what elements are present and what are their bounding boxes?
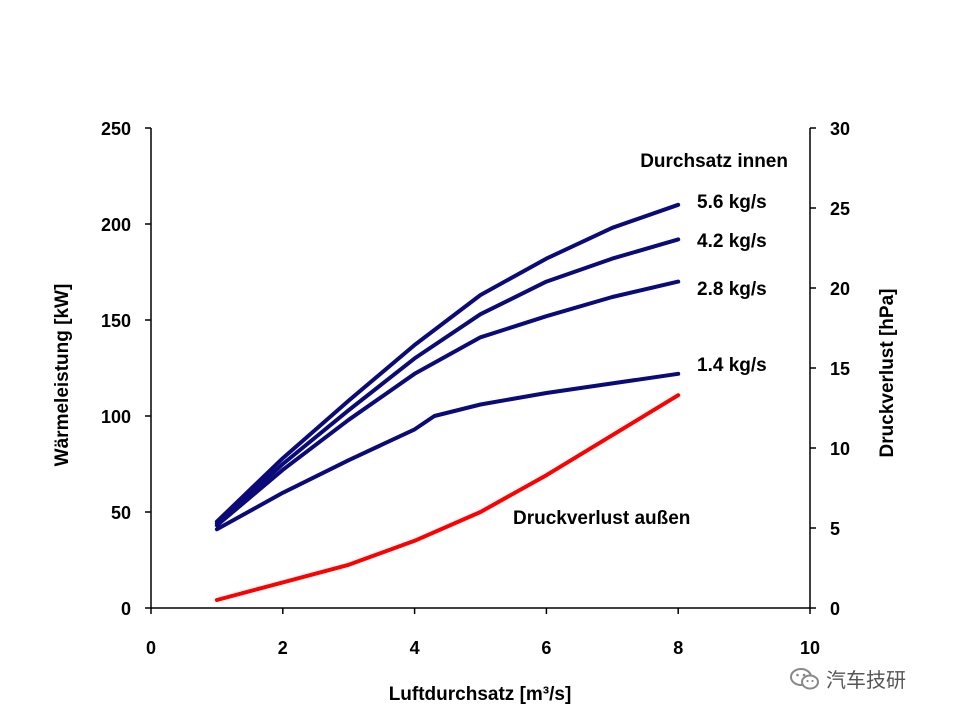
series-label-druckverlust: Druckverlust außen [513,508,690,529]
y-right-tick-label: 0 [830,599,840,619]
series-line-1 [214,237,681,526]
series-line-4 [214,393,681,602]
series-label-1-4: 1.4 kg/s [697,355,767,376]
watermark-text: 汽车技研 [826,668,906,692]
y-left-tick-label: 150 [101,311,131,331]
x-tick-label: 0 [146,638,156,658]
y-left-tick-label: 200 [101,215,131,235]
x-ticks: 0 2 4 6 8 10 [146,608,820,658]
y-left-tick-label: 50 [111,503,131,523]
y-right-ticks: 0 5 10 15 20 25 30 [810,119,850,619]
y-right-tick-label: 5 [830,519,840,539]
series-label-2-8: 2.8 kg/s [697,279,767,300]
y-right-tick-label: 10 [830,439,850,459]
series-label-5-6: 5.6 kg/s [697,192,767,213]
y-left-tick-label: 0 [121,599,131,619]
y-left-ticks: 0 50 100 150 200 250 [101,119,151,619]
x-tick-label: 6 [541,638,551,658]
series-line-2 [214,279,681,528]
x-tick-label: 8 [673,638,683,658]
y-left-tick-label: 250 [101,119,131,139]
series-line-0 [214,202,681,524]
y-right-tick-label: 20 [830,279,850,299]
series-layer [214,202,681,602]
x-axis-title: Luftdurchsatz [m³/s] [389,684,572,705]
y-right-tick-label: 25 [830,199,850,219]
legend-title: Durchsatz innen [640,151,788,172]
y-left-tick-label: 100 [101,407,131,427]
y-left-axis-title: Wärmeleistung [kW] [52,284,73,467]
series-label-4-2: 4.2 kg/s [697,231,767,252]
y-right-axis-title: Druckverlust [hPa] [877,289,898,458]
wechat-icon [790,667,819,689]
y-right-tick-label: 30 [830,119,850,139]
x-tick-label: 2 [278,638,288,658]
watermark: 汽车技研 [790,664,906,693]
x-tick-label: 10 [800,638,820,658]
series-line-3 [214,371,681,532]
x-tick-label: 4 [410,638,420,658]
y-right-tick-label: 15 [830,359,850,379]
